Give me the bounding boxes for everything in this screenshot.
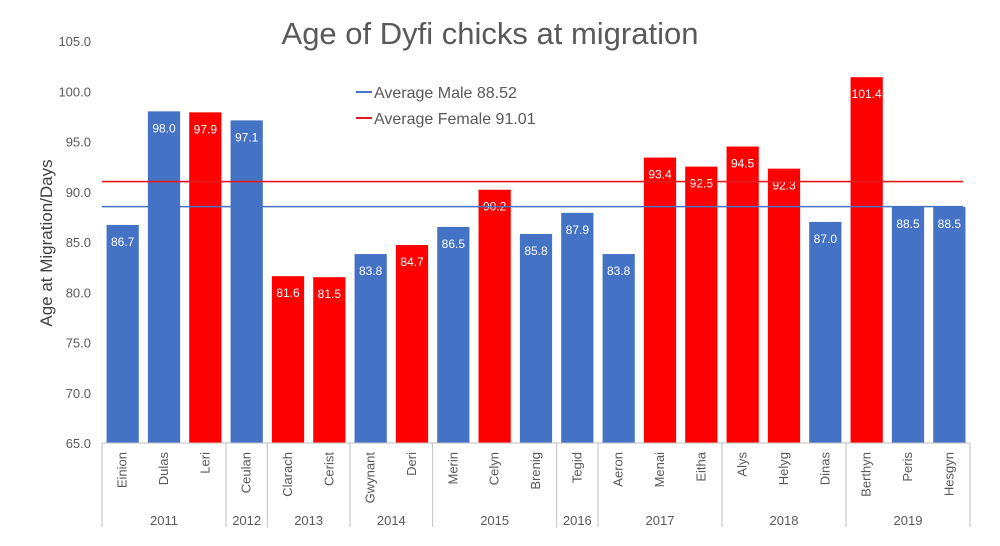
data-label: 101.4: [852, 87, 882, 101]
data-label: 92.5: [690, 177, 714, 191]
bar: [437, 226, 470, 443]
category-label: Gwynant: [363, 452, 378, 504]
legend-label: Average Male 88.52: [374, 85, 517, 102]
bar: [230, 120, 263, 444]
category-label: Cerist: [321, 452, 336, 486]
category-label: Eitha: [693, 451, 708, 481]
year-group-label: 2017: [646, 513, 675, 528]
category-label: Leri: [197, 452, 212, 474]
bar: [189, 112, 222, 443]
bar: [519, 233, 553, 443]
bar: [891, 206, 925, 443]
bar: [933, 206, 966, 443]
year-group-label: 2018: [770, 513, 799, 528]
data-label: 93.4: [648, 168, 672, 182]
bar: [395, 245, 429, 443]
category-label: Tegid: [569, 452, 584, 483]
bar: [767, 168, 801, 443]
y-tick-label: 70.0: [66, 386, 91, 401]
data-label: 84.7: [400, 255, 424, 269]
year-group-label: 2015: [480, 513, 509, 528]
category-label: Menai: [652, 452, 667, 488]
y-axis-label: Age at Migration/Days: [37, 159, 56, 326]
y-tick-label: 65.0: [66, 436, 91, 451]
data-label: 86.7: [111, 235, 135, 249]
bar: [685, 166, 718, 443]
data-label: 87.0: [814, 232, 838, 246]
data-label: 97.9: [194, 122, 218, 136]
category-label: Aeron: [611, 452, 626, 487]
data-label: 81.5: [318, 287, 342, 301]
year-group-label: 2016: [563, 513, 592, 528]
y-tick-label: 90.0: [66, 185, 91, 200]
bar: [313, 277, 346, 443]
data-label: 88.5: [896, 217, 920, 231]
category-label: Berthyn: [859, 452, 874, 497]
category-label: Brenig: [528, 452, 543, 490]
data-label: 97.1: [235, 130, 259, 144]
data-label: 92.3: [772, 179, 796, 193]
bar: [809, 221, 842, 443]
chart-title: Age of Dyfi chicks at migration: [282, 16, 699, 51]
year-group-label: 2013: [294, 513, 323, 528]
category-label: Clarach: [280, 452, 295, 497]
bar: [643, 157, 677, 443]
bar: [478, 189, 511, 443]
data-label: 81.6: [276, 286, 300, 300]
bar: [850, 77, 883, 444]
y-tick-label: 95.0: [66, 135, 91, 150]
bar: [354, 254, 387, 443]
category-label: Alys: [735, 452, 750, 477]
bar: [726, 146, 759, 443]
data-label: 94.5: [731, 157, 755, 171]
data-label: 85.8: [524, 244, 548, 258]
legend-label: Average Female 91.01: [374, 111, 536, 128]
y-tick-label: 75.0: [66, 336, 91, 351]
category-label: Deri: [404, 452, 419, 476]
year-group-label: 2012: [232, 513, 261, 528]
data-label: 86.5: [442, 237, 466, 251]
category-label: Dinas: [817, 452, 832, 486]
category-label: Helyg: [776, 452, 791, 485]
category-label: Hesgyn: [941, 452, 956, 496]
year-group-label: 2019: [894, 513, 923, 528]
category-label: Dulas: [156, 452, 171, 486]
bar: [271, 276, 305, 443]
bar: [561, 212, 594, 443]
bar: [106, 224, 139, 443]
y-tick-label: 85.0: [66, 235, 91, 250]
category-label: Peris: [900, 452, 915, 482]
year-group-label: 2011: [150, 513, 178, 528]
y-tick-label: 105.0: [58, 34, 91, 49]
category-label: Celyn: [487, 452, 502, 485]
year-group-label: 2014: [377, 513, 406, 528]
bar: [602, 254, 635, 443]
data-label: 98.0: [152, 121, 176, 135]
category-label: Einion: [115, 452, 130, 488]
category-label: Ceulan: [239, 452, 254, 493]
y-tick-label: 100.0: [58, 84, 91, 99]
plot-area: 65.0 70.0 75.0 80.0 85.0 90.0 95.0 100.0 105.0 86…: [58, 34, 971, 528]
bar: [147, 111, 181, 443]
data-label: 88.5: [938, 217, 962, 231]
data-label: 83.8: [359, 264, 383, 278]
data-label: 87.9: [566, 223, 590, 237]
y-tick-label: 80.0: [66, 285, 91, 300]
data-label: 83.8: [607, 264, 631, 278]
category-label: Merin: [445, 452, 460, 485]
